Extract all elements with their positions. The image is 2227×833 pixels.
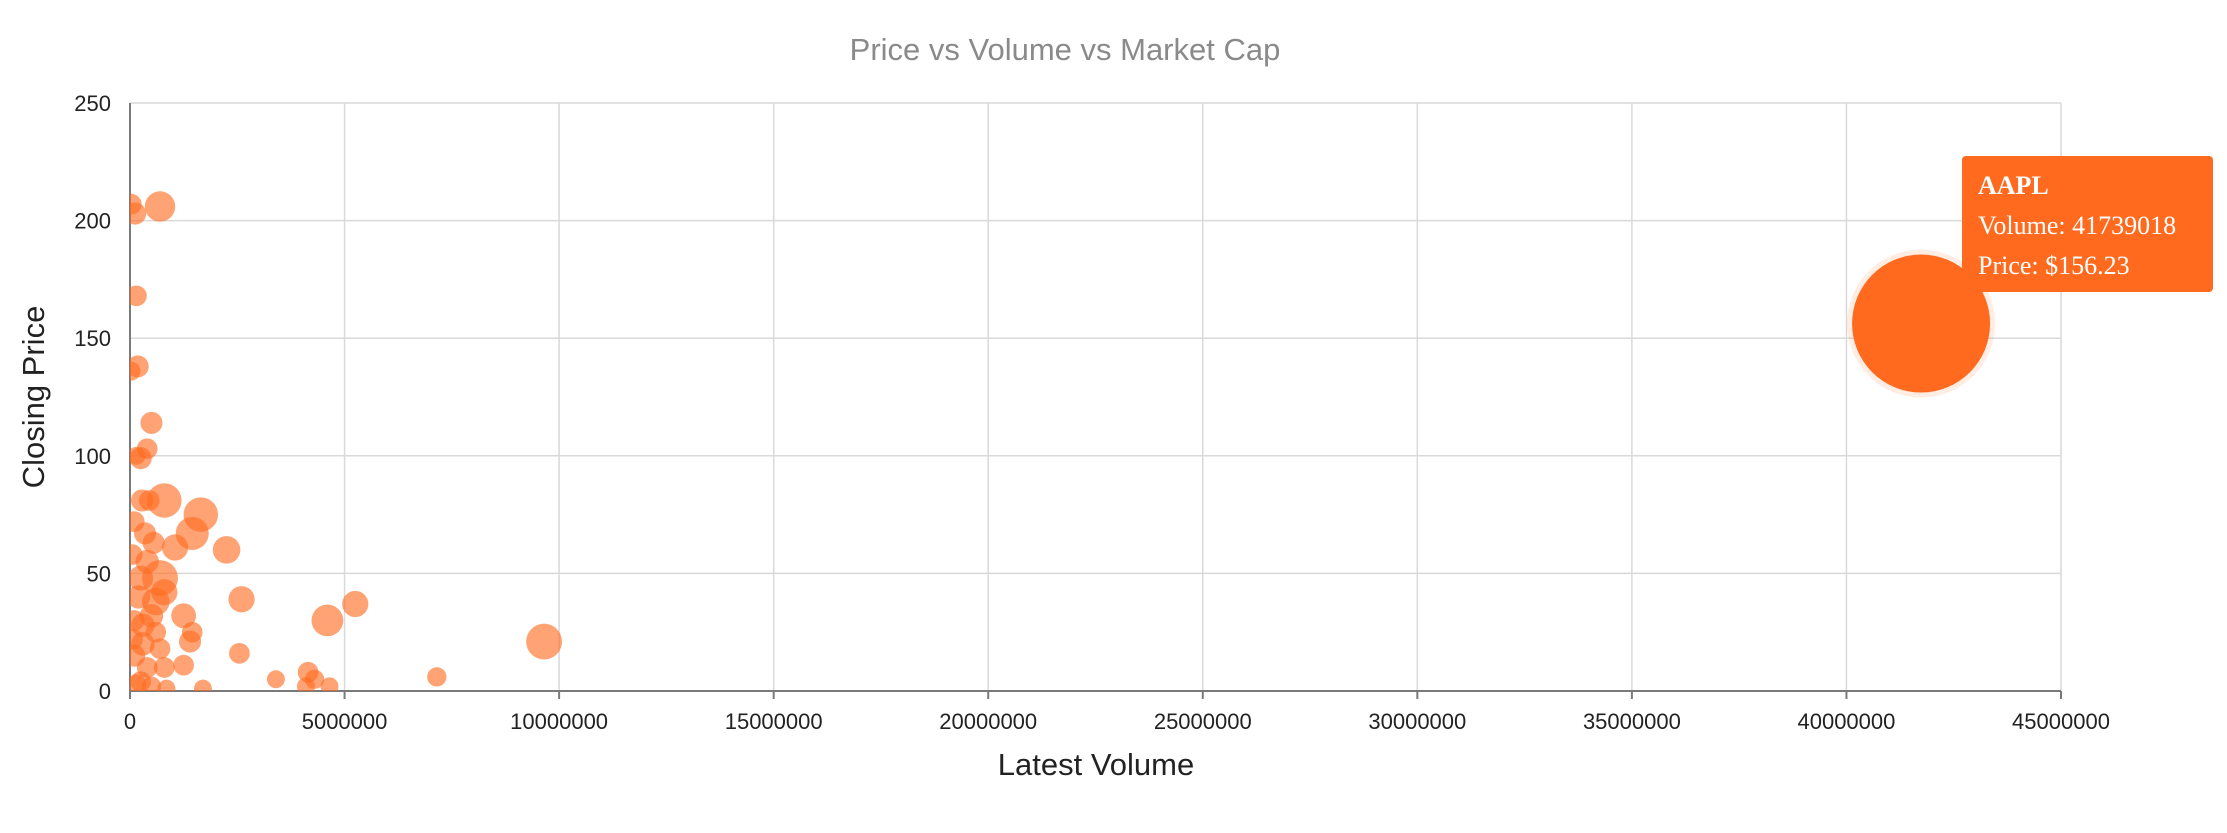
y-axis-title: Closing Price — [16, 306, 51, 489]
x-tick-label: 0 — [124, 709, 136, 734]
x-tick-label: 40000000 — [1797, 709, 1895, 734]
y-tick-label: 250 — [74, 91, 111, 116]
bubble[interactable] — [311, 604, 344, 637]
bubble[interactable] — [526, 623, 563, 660]
bubble[interactable] — [228, 586, 255, 613]
x-tick-label: 5000000 — [302, 709, 388, 734]
chart-title: Price vs Volume vs Market Cap — [850, 32, 1281, 67]
bubble[interactable] — [153, 657, 175, 678]
y-tick-label: 100 — [74, 444, 111, 469]
axes — [129, 103, 2062, 699]
bubble[interactable] — [131, 632, 155, 656]
bubble-series[interactable] — [121, 191, 1996, 698]
bubble[interactable] — [130, 671, 152, 692]
grid — [130, 102, 2062, 691]
bubble[interactable] — [266, 670, 285, 689]
bubble[interactable] — [193, 679, 212, 698]
tooltip-price: Price: $156.23 — [1978, 251, 2130, 280]
x-tick-label: 20000000 — [939, 709, 1037, 734]
bubble[interactable] — [140, 411, 163, 434]
bubble[interactable] — [131, 613, 155, 637]
bubble[interactable] — [157, 679, 176, 698]
bubble[interactable] — [320, 677, 339, 695]
bubble[interactable] — [147, 483, 182, 518]
bubble[interactable] — [130, 489, 154, 512]
bubble[interactable] — [149, 638, 171, 660]
bubble[interactable] — [342, 590, 369, 618]
bubble[interactable] — [144, 191, 176, 222]
bubble[interactable] — [173, 654, 194, 676]
bubble[interactable] — [183, 497, 219, 532]
x-tick-label: 25000000 — [1154, 709, 1252, 734]
bubble-aapl[interactable] — [1852, 254, 1991, 393]
bubble[interactable] — [427, 667, 447, 687]
y-tick-label: 50 — [87, 561, 111, 586]
x-axis-title: Latest Volume — [998, 747, 1194, 782]
y-tick-label: 200 — [74, 209, 111, 234]
x-tick-label: 10000000 — [510, 709, 608, 734]
tick-labels: 0 5000000 10000000 15000000 20000000 25000000… — [74, 91, 2110, 734]
bubble[interactable] — [142, 560, 178, 597]
bubble[interactable] — [171, 603, 197, 629]
bubble[interactable] — [212, 536, 241, 564]
bubble[interactable] — [124, 202, 147, 225]
x-tick-label: 15000000 — [725, 709, 823, 734]
x-tick-label: 35000000 — [1583, 709, 1681, 734]
tooltip-title: AAPL — [1978, 171, 2049, 200]
x-tick-label: 30000000 — [1368, 709, 1466, 734]
y-tick-label: 150 — [74, 326, 111, 351]
bubble[interactable] — [142, 531, 165, 554]
y-tick-label: 0 — [99, 679, 111, 704]
bubble[interactable] — [179, 630, 202, 653]
data-tooltip: AAPL Volume: 41739018 Price: $156.23 — [1962, 156, 2213, 292]
bubble[interactable] — [297, 661, 319, 683]
bubble[interactable] — [126, 285, 147, 307]
bubble[interactable] — [130, 447, 152, 470]
tooltip-volume: Volume: 41739018 — [1978, 211, 2177, 240]
bubble[interactable] — [127, 355, 149, 378]
x-tick-label: 45000000 — [2012, 709, 2110, 734]
bubble[interactable] — [229, 643, 250, 664]
